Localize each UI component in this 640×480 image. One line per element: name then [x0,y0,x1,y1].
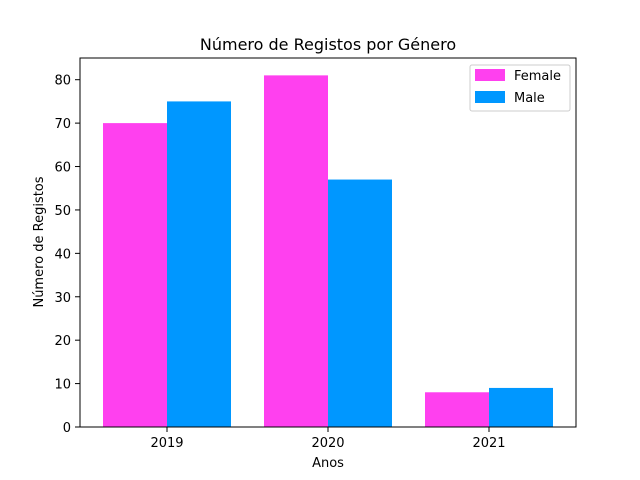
bar-male-2019 [167,101,231,427]
y-tick-label-50: 50 [54,204,71,219]
bar-female-2021 [425,392,489,427]
y-tick-label-80: 80 [54,74,71,89]
x-axis-ticks: 2019 2020 2021 [150,427,506,451]
y-tick-label-10: 10 [54,378,71,393]
y-tick-label-40: 40 [54,247,71,262]
bar-male-2020 [328,179,392,427]
x-axis-label: Anos [312,456,344,471]
legend: Female Male [469,64,571,112]
chart-title: Número de Registos por Género [200,35,456,54]
bar-female-2019 [103,123,167,427]
bar-female-2020 [264,75,328,427]
y-axis-ticks: 0 10 20 30 40 50 60 70 80 [54,74,80,436]
y-tick-label-30: 30 [54,291,71,306]
legend-swatch-female [475,69,505,81]
y-tick-label-70: 70 [54,117,71,132]
x-tick-label-2019: 2019 [150,436,183,451]
bars-layer [103,75,553,427]
bar-male-2021 [489,387,553,427]
x-tick-label-2020: 2020 [311,436,344,451]
y-axis-label: Número de Registos [32,176,47,307]
legend-label-male: Male [514,91,545,106]
legend-swatch-male [475,91,505,103]
y-tick-label-0: 0 [63,421,71,436]
legend-label-female: Female [514,69,561,84]
y-tick-label-20: 20 [54,334,71,349]
y-tick-label-60: 60 [54,161,71,176]
x-tick-label-2021: 2021 [472,436,505,451]
